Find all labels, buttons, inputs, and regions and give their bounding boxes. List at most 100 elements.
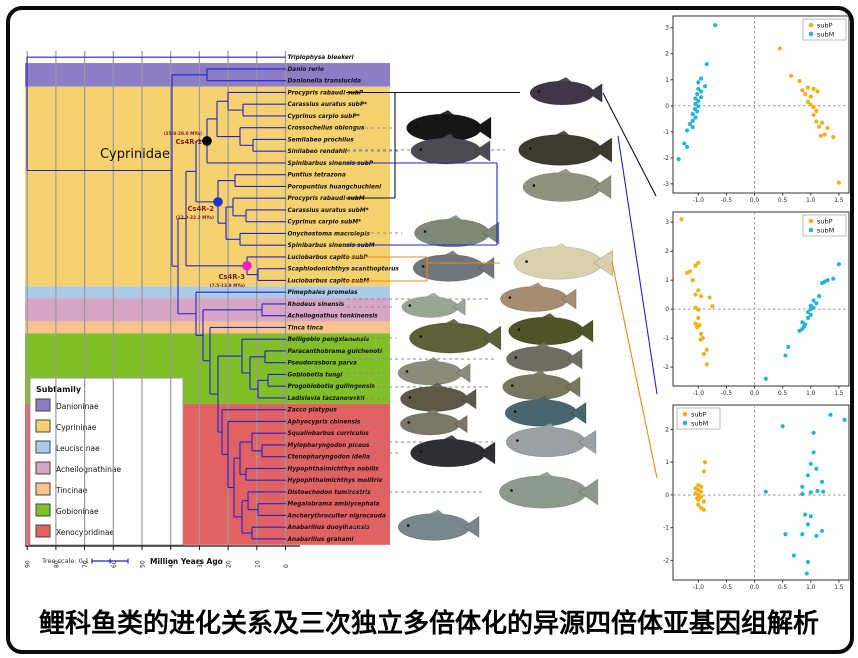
species-label: Progobiobotia guilingensis <box>288 384 376 390</box>
x-tick-label: 1.0 <box>806 585 816 591</box>
y-tick-label: -2 <box>663 365 669 371</box>
data-point <box>783 353 788 358</box>
species-label: Gobiobotia tungi <box>288 372 344 378</box>
data-point <box>805 473 811 478</box>
species-label: Cyprinus carpio subP* <box>288 114 360 120</box>
species-label: Belligobio pengxianensis <box>288 337 370 343</box>
data-point <box>690 112 695 117</box>
data-point <box>797 78 802 84</box>
time-tick-label: 70 <box>82 560 89 568</box>
wgd-event-markers: Cs4R-1(15.0-28.0 MYa) Cs4R-2 (12.0-22.3 MY… <box>164 131 252 289</box>
data-point <box>695 91 700 97</box>
scatter-series-subP <box>777 46 841 185</box>
data-point <box>696 86 701 91</box>
species-label: Tinca tinca <box>288 325 324 331</box>
data-point <box>701 352 707 357</box>
y-tick-label: 1 <box>665 278 669 284</box>
scatter-series-subM <box>763 412 847 576</box>
data-point <box>791 553 796 558</box>
fish-illustration <box>400 382 477 412</box>
data-point <box>696 80 701 85</box>
data-point <box>786 344 791 349</box>
data-point <box>763 376 768 381</box>
y-tick-label: 2 <box>665 428 669 434</box>
data-point <box>777 46 782 51</box>
plot-legend-label: subM <box>817 31 834 39</box>
wgd-label: Cs4R-1 <box>175 138 202 146</box>
subfamily-legend: Subfamily Danioninae Cyprininae Leuciscina… <box>29 377 184 546</box>
species-label: Acheilognathus tonkinensis <box>287 314 379 320</box>
data-point <box>693 292 698 297</box>
data-point <box>690 118 695 123</box>
wgd-label: Cs4R-2 <box>187 205 214 213</box>
y-tick-label: 0 <box>665 493 669 499</box>
species-label: Pimephales promelas <box>288 290 359 296</box>
data-point <box>819 479 825 484</box>
y-tick-label: -2 <box>663 156 669 162</box>
x-tick-label: 0.5 <box>778 585 788 591</box>
x-tick-label: -0.5 <box>721 585 733 591</box>
species-label: Hypophthalmichthys molitrix <box>288 478 383 484</box>
data-point <box>800 491 805 497</box>
data-point <box>704 347 709 352</box>
species-label: Luciobarbus capito subM <box>288 278 370 284</box>
time-tick-label: 50 <box>140 560 147 568</box>
data-point <box>811 86 816 91</box>
species-label: Crossocheilus oblongus <box>288 126 366 132</box>
data-point <box>695 109 700 114</box>
scatter-series-subP <box>679 217 715 367</box>
data-point <box>805 315 811 320</box>
x-tick-label: 0.0 <box>750 391 760 397</box>
fish-illustration <box>502 370 581 401</box>
species-label: Danionella translucida <box>288 79 362 85</box>
data-point <box>805 85 811 90</box>
legend-swatch <box>35 398 51 412</box>
data-point <box>819 528 825 534</box>
data-point <box>831 134 836 140</box>
fish-illustrations <box>397 77 614 541</box>
data-point <box>808 461 813 466</box>
fish-illustration <box>500 282 577 312</box>
phylogenetic-tree <box>26 56 286 540</box>
time-axis-label: Million Years Ago <box>150 557 223 566</box>
fish-illustration <box>406 110 492 143</box>
legend-swatch <box>35 482 51 496</box>
species-label: Hypophthalmichthys nobilis <box>288 466 380 472</box>
time-tick-label: 40 <box>168 560 175 568</box>
data-point <box>699 89 704 94</box>
data-point <box>808 94 813 99</box>
data-point <box>800 88 805 93</box>
data-point <box>842 417 847 422</box>
data-point <box>800 484 805 489</box>
fish-illustration <box>522 168 612 202</box>
data-point <box>822 132 827 137</box>
legend-swatch <box>35 524 51 538</box>
data-point <box>696 315 701 320</box>
species-label: Paracanthobrama guichenoti <box>288 349 383 355</box>
data-point <box>710 304 715 309</box>
fish-illustration <box>401 292 466 318</box>
species-label: Triplophysa bleekeri <box>288 55 355 61</box>
fish-illustration <box>414 215 500 248</box>
time-tick-label: 10 <box>254 560 261 568</box>
species-label: Ancherythroculter nigrocauda <box>287 513 386 519</box>
data-point <box>815 89 820 94</box>
data-point <box>696 497 701 502</box>
data-point <box>800 532 805 537</box>
data-point <box>819 120 825 125</box>
data-point <box>808 102 813 107</box>
time-axis: 90 80 70 60 50 40 30 20 10 0 <box>25 545 300 568</box>
wgd-dot-Cs4R-1 <box>202 136 212 146</box>
x-tick-label: -0.5 <box>721 391 733 397</box>
data-point <box>696 99 701 104</box>
legend-swatch <box>35 419 51 433</box>
species-label: Puntius tetrazona <box>288 173 346 179</box>
data-point <box>701 469 707 474</box>
y-tick-label: 1 <box>665 460 669 466</box>
data-point <box>821 489 826 494</box>
species-label: Sinilabeo rendahli <box>288 149 348 155</box>
legend-item-label: Xenocypridinae <box>56 528 114 537</box>
